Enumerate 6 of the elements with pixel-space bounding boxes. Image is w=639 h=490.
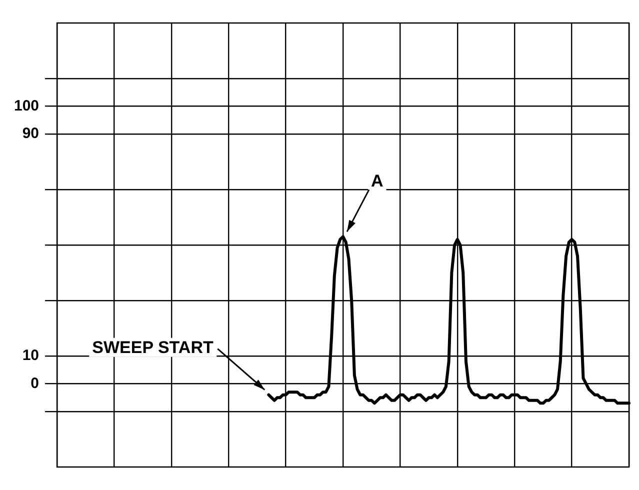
- annotation: SWEEP START: [92, 338, 214, 357]
- y-tick-label: 0: [30, 374, 40, 392]
- y-tick-label: 10: [22, 347, 40, 364]
- annotation: A: [371, 172, 384, 191]
- y-tick-label: 100: [14, 97, 40, 114]
- y-tick-label: 90: [22, 125, 40, 142]
